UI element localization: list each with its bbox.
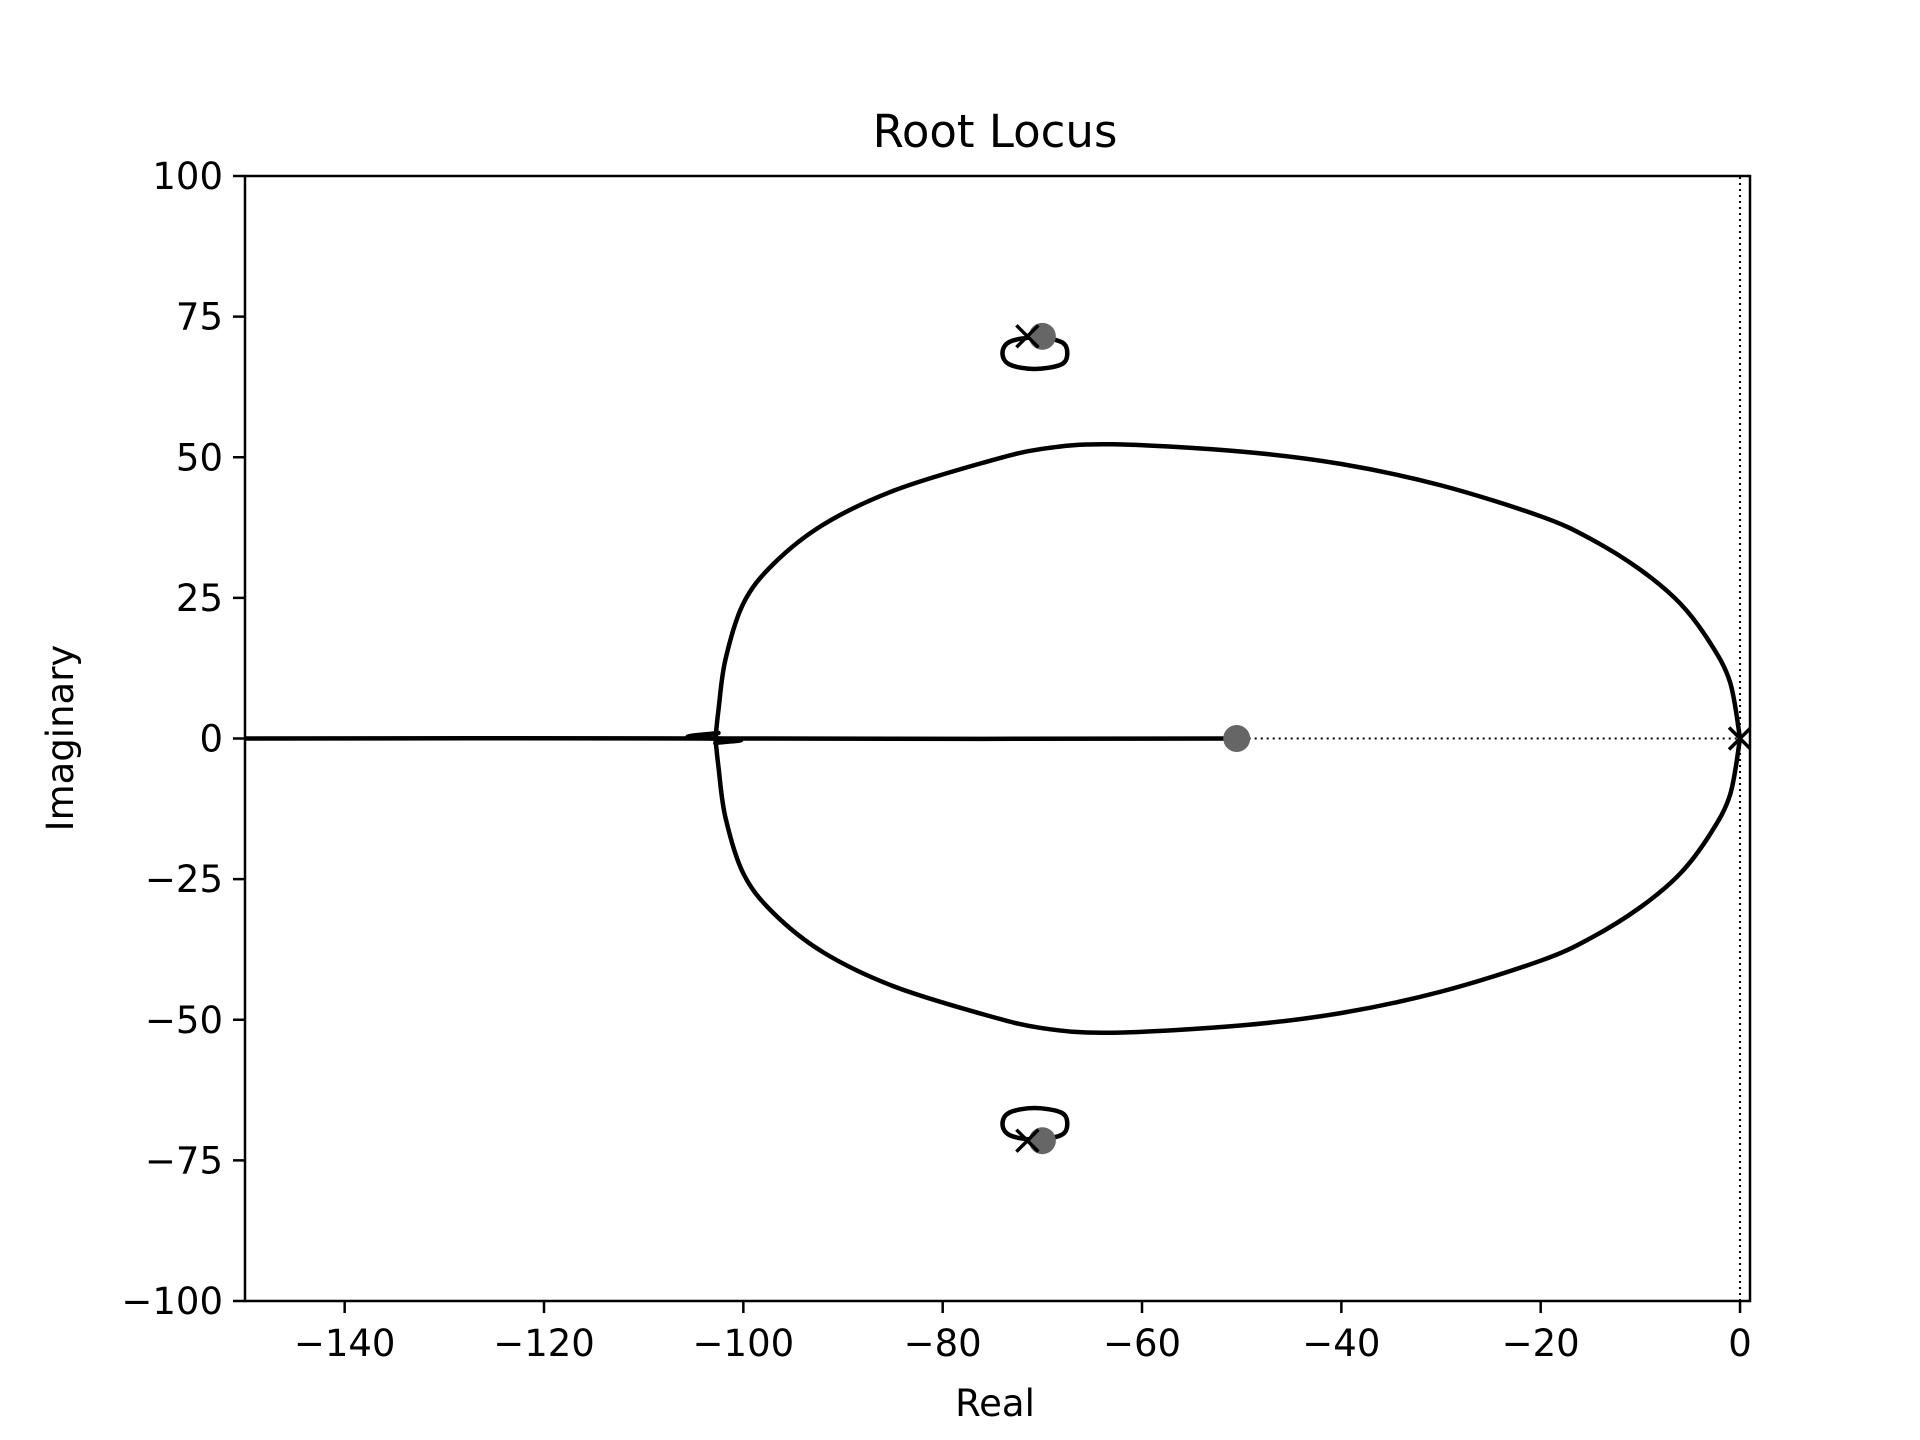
locus-branch-real-axis-left — [245, 735, 744, 746]
pole-marker-3 — [1015, 1128, 1040, 1153]
y-tick-label-7: −75 — [145, 1139, 223, 1182]
x-tick-label-6: −20 — [1502, 1322, 1580, 1365]
y-tick-label-4: 0 — [199, 718, 223, 761]
y-tick-label-0: 100 — [152, 155, 223, 198]
y-tick-label-1: 75 — [176, 296, 223, 339]
locus-branch-lower-loop — [713, 736, 1743, 1036]
zero-marker-1 — [1223, 725, 1251, 752]
x-tick-label-4: −60 — [1103, 1322, 1181, 1365]
chart-title: Root Locus — [873, 105, 1118, 158]
locus-branch-real-axis-middle — [685, 730, 1239, 742]
plot-area: −140 −120 −100 −80 −60 −40 −20 0 100 75 50 25 0 −25 −5… — [121, 155, 1751, 1365]
y-tick-label-6: −50 — [145, 999, 223, 1042]
y-tick-label-3: 25 — [176, 577, 223, 620]
y-tick-label-5: −25 — [145, 858, 223, 901]
x-tick-label-0: −140 — [294, 1322, 396, 1365]
x-tick-label-2: −100 — [693, 1322, 795, 1365]
locus-branch-upper-loop — [713, 441, 1743, 741]
pole-marker-2 — [1015, 324, 1040, 349]
x-tick-label-5: −40 — [1302, 1322, 1380, 1365]
x-tick-label-1: −120 — [493, 1322, 595, 1365]
zero-marker-3 — [1028, 1127, 1056, 1155]
zero-marker-2 — [1028, 322, 1056, 350]
y-tick-label-2: 50 — [176, 436, 223, 479]
y-tick-label-8: −100 — [121, 1280, 223, 1323]
plot-content — [245, 176, 1750, 1301]
y-axis-label: Imaginary — [39, 645, 82, 832]
pole-marker-1 — [1727, 726, 1750, 751]
x-tick-label-7: 0 — [1728, 1322, 1752, 1365]
x-tick-label-3: −80 — [904, 1322, 982, 1365]
x-axis-label: Real — [955, 1382, 1035, 1425]
